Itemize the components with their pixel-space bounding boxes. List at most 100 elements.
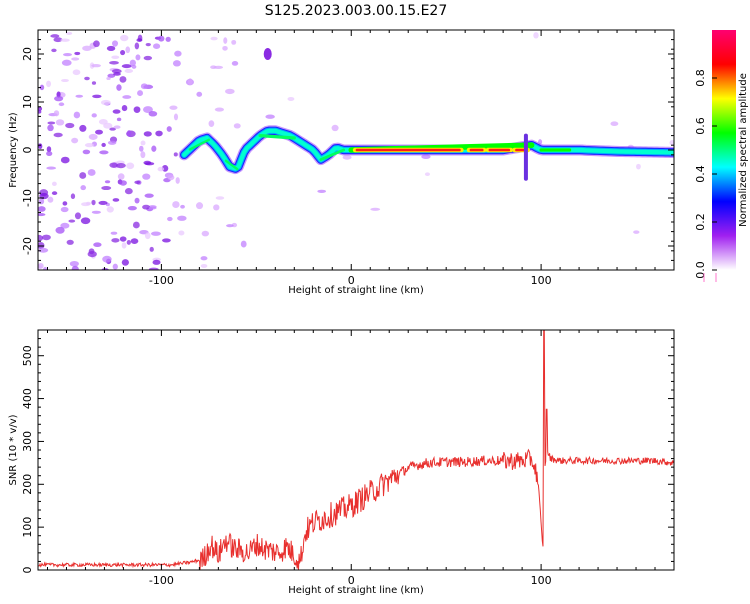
noise-blob [55,226,65,234]
noise-blob [126,240,131,245]
noise-blob [173,113,179,121]
noise-blob [110,231,118,235]
noise-blob [119,180,127,186]
noise-blob [149,246,154,252]
noise-blob [98,200,108,205]
noise-blob [175,177,180,184]
noise-blob [143,160,152,165]
noise-blob [109,60,119,65]
noise-blob [172,201,180,208]
noise-blob [200,256,208,261]
signal-core [224,159,239,171]
spectrogram-signal-band [178,48,674,181]
noise-blob [51,48,57,53]
noise-blob [80,185,87,191]
noise-blob [79,124,87,132]
snr-x-tick-label: 0 [348,574,355,587]
noise-blob [139,145,144,152]
noise-blob [73,111,81,119]
noise-blob [38,110,42,114]
noise-blob [148,267,159,270]
noise-blob [92,94,102,99]
snr-x-tick-label: -100 [149,574,174,587]
noise-blob [84,143,94,148]
noise-blob [233,123,241,129]
noise-blob [60,156,70,164]
noise-blob [60,38,70,42]
noise-blob [107,140,117,145]
noise-blob [106,76,111,81]
noise-blob [167,216,173,222]
snr-y-tick-label: 0 [21,567,34,574]
noise-blob [38,234,43,242]
spectrogram-y-tick-label: 10 [21,95,34,109]
signal-core [319,148,346,162]
spectrogram-x-tick-label: 100 [531,274,552,287]
noise-blob [53,37,63,43]
noise-blob [143,55,153,61]
noise-blob [47,196,54,203]
snr-y-tick-label: 300 [21,431,34,452]
noise-blob [112,109,121,114]
noise-blob [95,129,103,135]
noise-blob [140,140,146,146]
spectrogram-x-tick-label: 0 [348,274,355,287]
snr-series-line [38,330,674,570]
noise-blob [38,247,49,253]
noise-blob [148,111,158,117]
noise-blob [87,169,96,176]
noise-blob [112,40,119,47]
noise-blob [60,206,69,213]
noise-blob [174,50,182,57]
colorbar-ticks: 0.0 0.2 0.4 0.6 0.8 [694,69,717,282]
noise-blob [66,239,74,245]
snr-y-tick-label: 200 [21,474,34,495]
noise-blob [116,84,122,91]
snr-x-tick-label: 100 [531,574,552,587]
noise-blob [119,236,127,242]
snr-plot-area [38,330,674,570]
noise-blob [633,230,640,234]
noise-blob [39,84,45,91]
noise-blob [142,106,153,113]
noise-blob [72,69,81,76]
noise-blob [122,95,132,99]
spectrogram-y-tick-label: 20 [21,47,34,61]
noise-blob [91,199,96,206]
signal-core [258,134,296,140]
noise-blob [669,139,674,146]
noise-blob [124,68,134,74]
colorbar-tick-label: 0.6 [694,117,707,135]
noise-blob [177,215,187,221]
noise-blob [53,132,63,138]
noise-blob [136,38,143,42]
noise-blob [87,250,97,258]
noise-blob [317,189,327,193]
noise-blob [145,42,151,47]
spectrogram-x-tick-label: -100 [149,274,174,287]
noise-blob [331,124,339,132]
noise-blob [129,59,137,67]
noise-blob [130,238,139,244]
noise-blob [111,69,122,74]
noise-blob [169,105,178,110]
noise-blob [88,133,98,140]
noise-blob [167,174,175,181]
noise-blob [91,64,101,68]
noise-blob [43,266,48,270]
noise-blob [98,119,108,125]
noise-blob [226,224,234,228]
noise-blob [148,206,157,210]
noise-blob [142,173,151,180]
noise-blob [68,219,76,223]
noise-blob [46,151,53,157]
noise-blob [265,114,275,119]
noise-blob [65,31,73,36]
noise-blob [342,155,352,160]
noise-blob [172,60,181,67]
colorbar-tick-label: 0.0 [694,261,707,279]
spectrogram-y-tick-label: -10 [21,189,34,207]
spectrogram-noise [38,31,674,270]
noise-blob [106,206,114,213]
